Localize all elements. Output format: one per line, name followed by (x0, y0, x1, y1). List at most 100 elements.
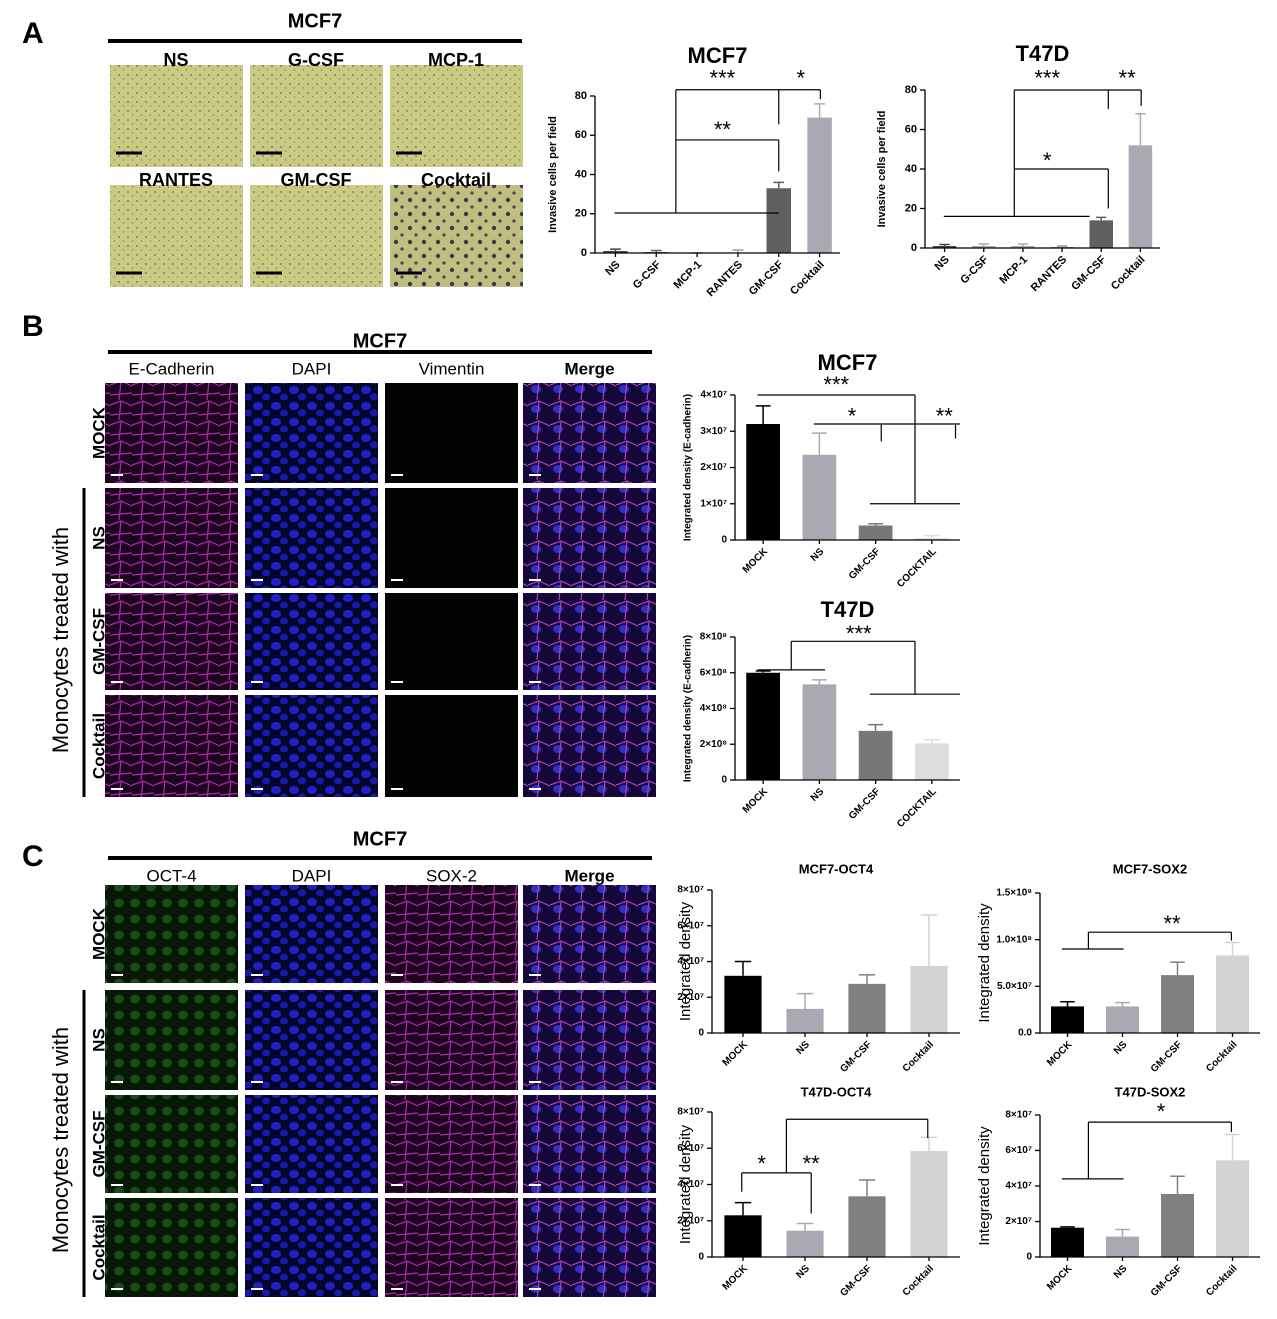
bar (1161, 975, 1194, 1033)
error-bar (858, 974, 876, 984)
error-bar (1056, 245, 1068, 248)
bar (858, 525, 893, 540)
y-tick-label: 0 (698, 1028, 704, 1039)
column-label: DAPI (292, 866, 332, 885)
panel-header: MCF7 (353, 828, 407, 850)
bar (1051, 1227, 1084, 1257)
significance-label: ** (714, 117, 732, 142)
bar (1216, 1160, 1249, 1257)
x-tick-label: Cocktail (1204, 1263, 1239, 1298)
x-tick-label: COCKTAIL (895, 786, 939, 830)
axes (734, 395, 960, 541)
y-tick-label: 4×10⁷ (677, 956, 704, 967)
y-tick-label: 0.0 (1018, 1028, 1032, 1039)
y-axis-label: Integrated density (E-cadherin) (683, 394, 694, 541)
x-tick-label: GM-CSF (1149, 1039, 1185, 1075)
axes (711, 1112, 960, 1258)
bar (746, 672, 780, 780)
y-tick-label: 8×10⁷ (1005, 1110, 1032, 1121)
bar (1128, 145, 1153, 248)
micrograph (105, 885, 238, 983)
error-bar (734, 1201, 752, 1216)
error-bar (1135, 112, 1146, 146)
row-label: GM-CSF (89, 1110, 108, 1177)
micrograph (523, 1095, 656, 1193)
micrograph (105, 383, 238, 483)
y-tick-label: 8×10⁸ (700, 632, 728, 643)
y-tick-label: 1.0×10⁸ (996, 934, 1032, 945)
chart-title: MCF7 (818, 350, 878, 375)
micrograph (250, 65, 383, 167)
error-bar (939, 243, 950, 247)
bar (1011, 246, 1035, 248)
micrograph (110, 185, 243, 287)
y-tick-label: 6×10⁸ (700, 667, 728, 678)
error-bar (1060, 1226, 1075, 1228)
bar (848, 983, 886, 1033)
y-tick-label: 2×10⁷ (677, 1215, 704, 1226)
x-tick-label: Cocktail (901, 1039, 936, 1074)
y-axis-label: Integrated density (E-cadherin) (683, 635, 694, 782)
micrograph (523, 383, 656, 483)
y-tick-label: 80 (575, 90, 587, 102)
bar (1106, 1006, 1139, 1033)
bar (802, 684, 837, 780)
image-label: NS (163, 50, 188, 70)
y-tick-label: 2×10⁸ (700, 739, 728, 750)
y-tick-label: 2×10⁷ (700, 462, 727, 473)
x-tick-label: MOCK (721, 1039, 751, 1069)
x-tick-label: GM-CSF (847, 546, 883, 582)
significance-label: ** (1119, 66, 1137, 91)
micrograph (523, 488, 656, 588)
y-tick-label: 0 (911, 242, 917, 254)
x-tick-label: NS (794, 1263, 812, 1281)
y-tick-label: 40 (905, 163, 917, 175)
x-tick-label: G-CSF (958, 254, 991, 287)
column-label: Merge (564, 359, 614, 378)
bar (910, 1150, 948, 1257)
x-tick-label: MOCK (1045, 1263, 1075, 1293)
error-bar (1115, 1001, 1130, 1007)
axes (734, 637, 960, 781)
error-bar (978, 243, 989, 247)
row-label: NS (89, 526, 108, 550)
micrograph (385, 885, 518, 983)
error-bar (755, 670, 771, 673)
x-tick-label: NS (1112, 1039, 1130, 1057)
x-tick-label: GM-CSF (838, 1039, 874, 1075)
y-tick-label: 4×10⁸ (700, 703, 728, 714)
axes (924, 90, 1160, 249)
y-tick-label: 20 (905, 202, 917, 214)
image-label: G-CSF (288, 50, 344, 70)
micrograph (385, 695, 518, 797)
panel-letter: C (22, 840, 44, 873)
chart-title: T47D (821, 597, 875, 622)
y-tick-label: 8×10⁷ (677, 885, 704, 896)
column-label: E-Cadherin (129, 359, 215, 378)
column-label: Vimentin (419, 359, 485, 378)
x-tick-label: GM-CSF (838, 1263, 874, 1299)
error-bar (1225, 1133, 1240, 1161)
error-bar (868, 522, 884, 526)
x-tick-label: NS (809, 786, 827, 804)
x-tick-label: G-CSF (631, 259, 664, 292)
bar (786, 1230, 824, 1257)
bar (1216, 955, 1249, 1033)
y-tick-label: 60 (575, 129, 587, 141)
bar (972, 246, 996, 248)
micrograph (245, 1095, 378, 1193)
chart-title: T47D (1016, 41, 1070, 66)
y-tick-label: 6×10⁷ (677, 1143, 704, 1154)
panel-letter: A (22, 17, 44, 50)
y-tick-label: 2×10⁷ (677, 992, 704, 1003)
micrograph (385, 488, 518, 588)
chart-title: MCF7-SOX2 (1113, 861, 1187, 876)
bar (1161, 1193, 1194, 1257)
micrograph (105, 990, 238, 1090)
error-bar (811, 432, 827, 455)
micrograph (245, 593, 378, 690)
bar (932, 246, 957, 248)
micrograph (385, 593, 518, 690)
error-bar (650, 249, 662, 253)
error-bar (734, 960, 752, 976)
